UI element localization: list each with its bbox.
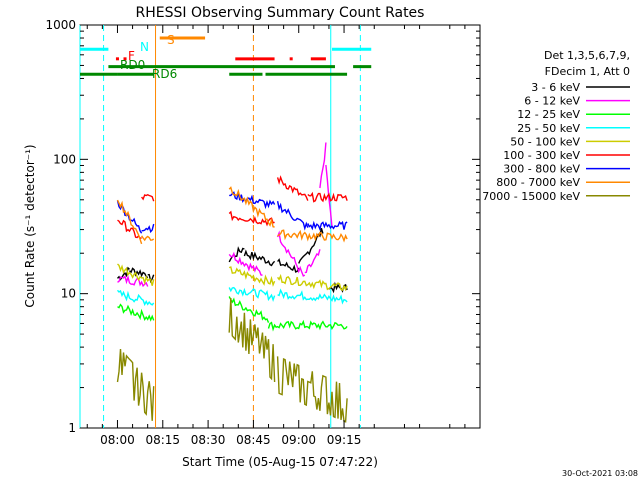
series-line [229, 191, 276, 210]
series-line [117, 263, 155, 286]
y-tick-label: 1000 [45, 18, 76, 32]
flag-vertical-lines [79, 25, 361, 428]
legend-label: 25 - 50 keV [517, 122, 580, 135]
plot-frame [79, 24, 481, 429]
legend-label: 12 - 25 keV [517, 108, 580, 121]
flag-label-n: N [140, 40, 149, 54]
x-tick-label: 09:00 [281, 433, 316, 447]
series-line [276, 230, 306, 277]
y-axis-label: Count Rate (s⁻¹ detector⁻¹) [23, 144, 37, 307]
series-line [117, 303, 155, 322]
x-axis-ticks: 08:00 08:15 08:30 08:45 09:00 09:15 [86, 25, 466, 447]
series-line [116, 289, 155, 307]
y-tick-label: 100 [53, 152, 76, 166]
series-line [129, 267, 149, 279]
series-line [277, 288, 348, 305]
series-line [304, 249, 321, 274]
legend-label: 50 - 100 keV [510, 135, 580, 148]
series-line [307, 220, 348, 232]
chart-title: RHESSI Observing Summary Count Rates [136, 5, 425, 21]
series-2 [117, 296, 348, 332]
series-line [276, 201, 309, 231]
series-line [228, 297, 276, 383]
series-line [228, 246, 245, 263]
y-tick-label: 1 [68, 421, 76, 435]
legend: Det 1,3,5,6,7,9, FDecim 1, Att 0 3 - 6 k… [482, 49, 630, 203]
legend-label: 6 - 12 keV [524, 95, 580, 108]
series-line [228, 266, 276, 287]
x-tick-label: 08:15 [145, 433, 180, 447]
series-line [277, 229, 348, 243]
series-line [267, 319, 348, 332]
legend-label: 300 - 800 keV [503, 163, 580, 176]
series-line [117, 274, 149, 288]
x-tick-label: 09:15 [327, 433, 362, 447]
legend-header-line-2: FDecim 1, Att 0 [545, 65, 630, 78]
legend-label: 800 - 7000 keV [496, 176, 580, 189]
series-0 [116, 228, 348, 294]
series-1 [117, 142, 333, 288]
x-tick-label: 08:45 [236, 433, 271, 447]
series-line [243, 249, 276, 267]
series-line [277, 258, 300, 273]
series-4 [117, 263, 348, 292]
series-3 [116, 286, 348, 307]
series-5 [117, 175, 348, 240]
series-line [141, 235, 155, 242]
series-line [228, 186, 275, 228]
y-axis-ticks: 1 10 100 1000 [45, 18, 480, 435]
series-line [277, 273, 348, 292]
timestamp: 30-Oct-2021 03:08 [562, 469, 638, 478]
series-line [141, 223, 155, 234]
series-line [228, 251, 263, 276]
series-line [228, 286, 276, 303]
series-line [117, 219, 142, 240]
series-7 [116, 186, 348, 245]
series-line [228, 210, 275, 227]
flag-label-rd0: RD0 [120, 58, 145, 72]
flag-bars [80, 36, 372, 76]
series-line [116, 199, 143, 245]
series-line [228, 296, 270, 323]
flag-label-f: F [128, 49, 135, 63]
series-8 [116, 297, 348, 423]
legend-header-line-1: Det 1,3,5,6,7,9, [544, 49, 630, 62]
x-axis-label: Start Time (05-Aug-15 07:47:22) [182, 455, 378, 469]
series-line [325, 164, 333, 228]
series-line [307, 191, 348, 203]
series-line [141, 194, 155, 202]
x-tick-label: 08:30 [191, 433, 226, 447]
legend-label: 3 - 6 keV [531, 81, 580, 94]
flag-label-rd6: RD6 [152, 67, 177, 81]
series-line [276, 175, 309, 201]
data-series-group [116, 142, 348, 423]
x-tick-label: 08:00 [100, 433, 135, 447]
y-tick-label: 10 [61, 287, 76, 301]
legend-label: 100 - 300 keV [503, 149, 580, 162]
flag-label-s: S [167, 33, 175, 47]
series-line [319, 142, 327, 189]
series-line [276, 356, 348, 423]
legend-label: 7000 - 15000 keV [482, 190, 580, 203]
series-line [116, 349, 155, 421]
